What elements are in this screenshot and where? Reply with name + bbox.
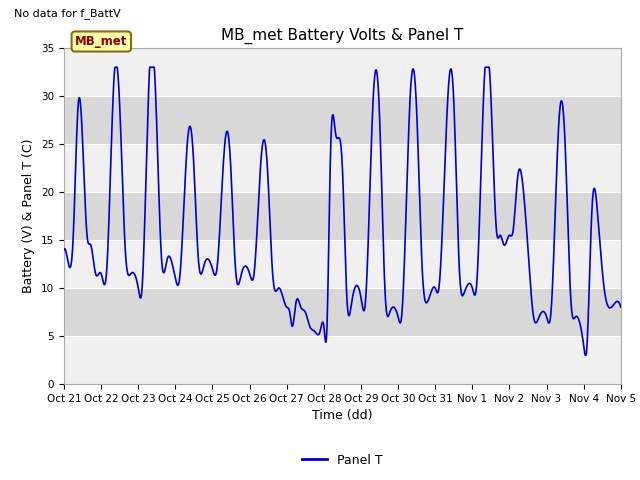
Bar	[64, 288, 621, 336]
Legend: Panel T: Panel T	[297, 449, 388, 472]
Y-axis label: Battery (V) & Panel T (C): Battery (V) & Panel T (C)	[22, 139, 35, 293]
Text: No data for f_BattV: No data for f_BattV	[14, 8, 120, 19]
Bar	[64, 96, 621, 144]
Text: MB_met: MB_met	[75, 35, 127, 48]
Bar	[64, 192, 621, 240]
Title: MB_met Battery Volts & Panel T: MB_met Battery Volts & Panel T	[221, 28, 463, 44]
X-axis label: Time (dd): Time (dd)	[312, 409, 372, 422]
